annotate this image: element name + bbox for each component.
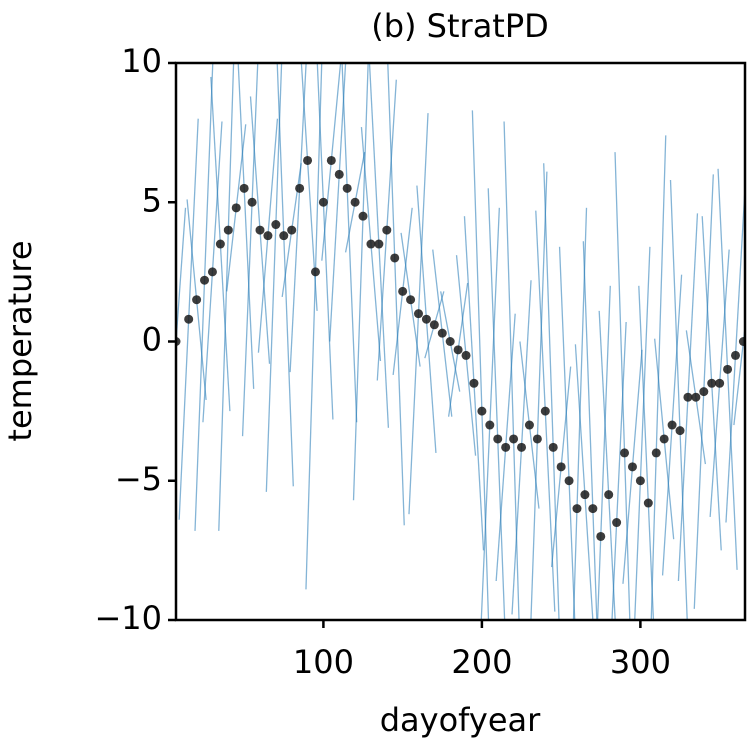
pd-point	[501, 442, 511, 452]
pd-point	[350, 197, 360, 207]
pd-point	[715, 378, 725, 388]
pd-point	[382, 225, 392, 235]
plot-area	[176, 63, 745, 620]
x-tick-label: 200	[451, 643, 512, 681]
pd-point	[723, 364, 733, 374]
pd-point	[604, 490, 614, 500]
pd-point	[279, 231, 289, 241]
pd-point	[675, 426, 685, 436]
pd-point	[223, 225, 233, 235]
pd-point	[263, 231, 273, 241]
y-tick-label: 0	[142, 321, 162, 359]
pd-point	[596, 531, 606, 541]
y-tick-label: 5	[142, 181, 162, 219]
pd-point	[374, 239, 384, 249]
pd-point	[429, 320, 439, 330]
pd-point	[342, 183, 352, 193]
x-tick-label: 300	[610, 643, 671, 681]
pd-point	[667, 420, 677, 430]
pd-point	[524, 420, 534, 430]
pd-point	[548, 442, 558, 452]
pd-point	[461, 350, 471, 360]
pd-point	[184, 314, 194, 324]
pd-point	[358, 211, 368, 221]
pd-point	[532, 434, 542, 444]
pd-point	[564, 476, 574, 486]
pd-point	[318, 197, 328, 207]
pd-point	[651, 448, 661, 458]
pd-point	[509, 434, 519, 444]
pd-point	[271, 220, 281, 230]
local-slope-segment	[387, 63, 405, 526]
pd-point	[588, 504, 598, 514]
pd-point	[469, 378, 479, 388]
pd-point	[738, 337, 745, 346]
pd-point	[239, 183, 249, 193]
local-slope-segment	[596, 285, 611, 620]
pd-point	[255, 225, 265, 235]
pd-point	[485, 420, 495, 430]
pd-point	[406, 295, 416, 305]
pd-point	[691, 392, 701, 402]
pd-point	[540, 406, 550, 416]
pd-point	[310, 267, 320, 277]
pd-point	[612, 518, 622, 528]
y-tick-label: −10	[94, 599, 162, 637]
pd-point	[366, 239, 376, 249]
pd-point	[287, 225, 297, 235]
pd-point	[207, 267, 217, 277]
pd-point	[699, 387, 709, 397]
x-axis-label: dayofyear	[380, 701, 541, 739]
pd-point	[421, 314, 431, 324]
pd-point	[635, 476, 645, 486]
pd-point	[437, 328, 447, 338]
pd-point	[620, 448, 630, 458]
pd-point	[493, 434, 503, 444]
pd-point	[247, 197, 257, 207]
y-tick-label: −5	[115, 460, 162, 498]
x-tick-label: 100	[293, 643, 354, 681]
pd-point	[580, 490, 590, 500]
y-tick-label: 10	[121, 42, 162, 80]
pd-point	[326, 155, 336, 165]
pd-point	[477, 406, 487, 416]
pd-point	[643, 498, 653, 508]
local-slope-segment	[176, 207, 187, 351]
pd-point	[556, 462, 566, 472]
pd-point	[215, 239, 225, 249]
pd-point	[200, 275, 210, 285]
pd-point	[445, 337, 455, 346]
pd-point	[659, 434, 669, 444]
pd-point	[413, 309, 423, 319]
pd-point	[334, 169, 344, 179]
pd-point	[398, 286, 408, 296]
pd-point	[192, 295, 202, 305]
pd-point	[730, 350, 740, 360]
local-slope-segment	[265, 63, 283, 492]
pd-point	[707, 378, 717, 388]
pd-point	[683, 392, 693, 402]
pd-point	[453, 345, 463, 355]
pd-point	[295, 183, 305, 193]
chart-title: (b) StratPD	[371, 7, 549, 45]
pd-point	[303, 155, 313, 165]
pd-point	[627, 462, 637, 472]
y-axis-label: temperature	[1, 240, 39, 441]
pd-point	[390, 253, 400, 263]
pd-point	[572, 504, 582, 514]
pd-point	[517, 442, 527, 452]
pd-point	[231, 203, 241, 213]
